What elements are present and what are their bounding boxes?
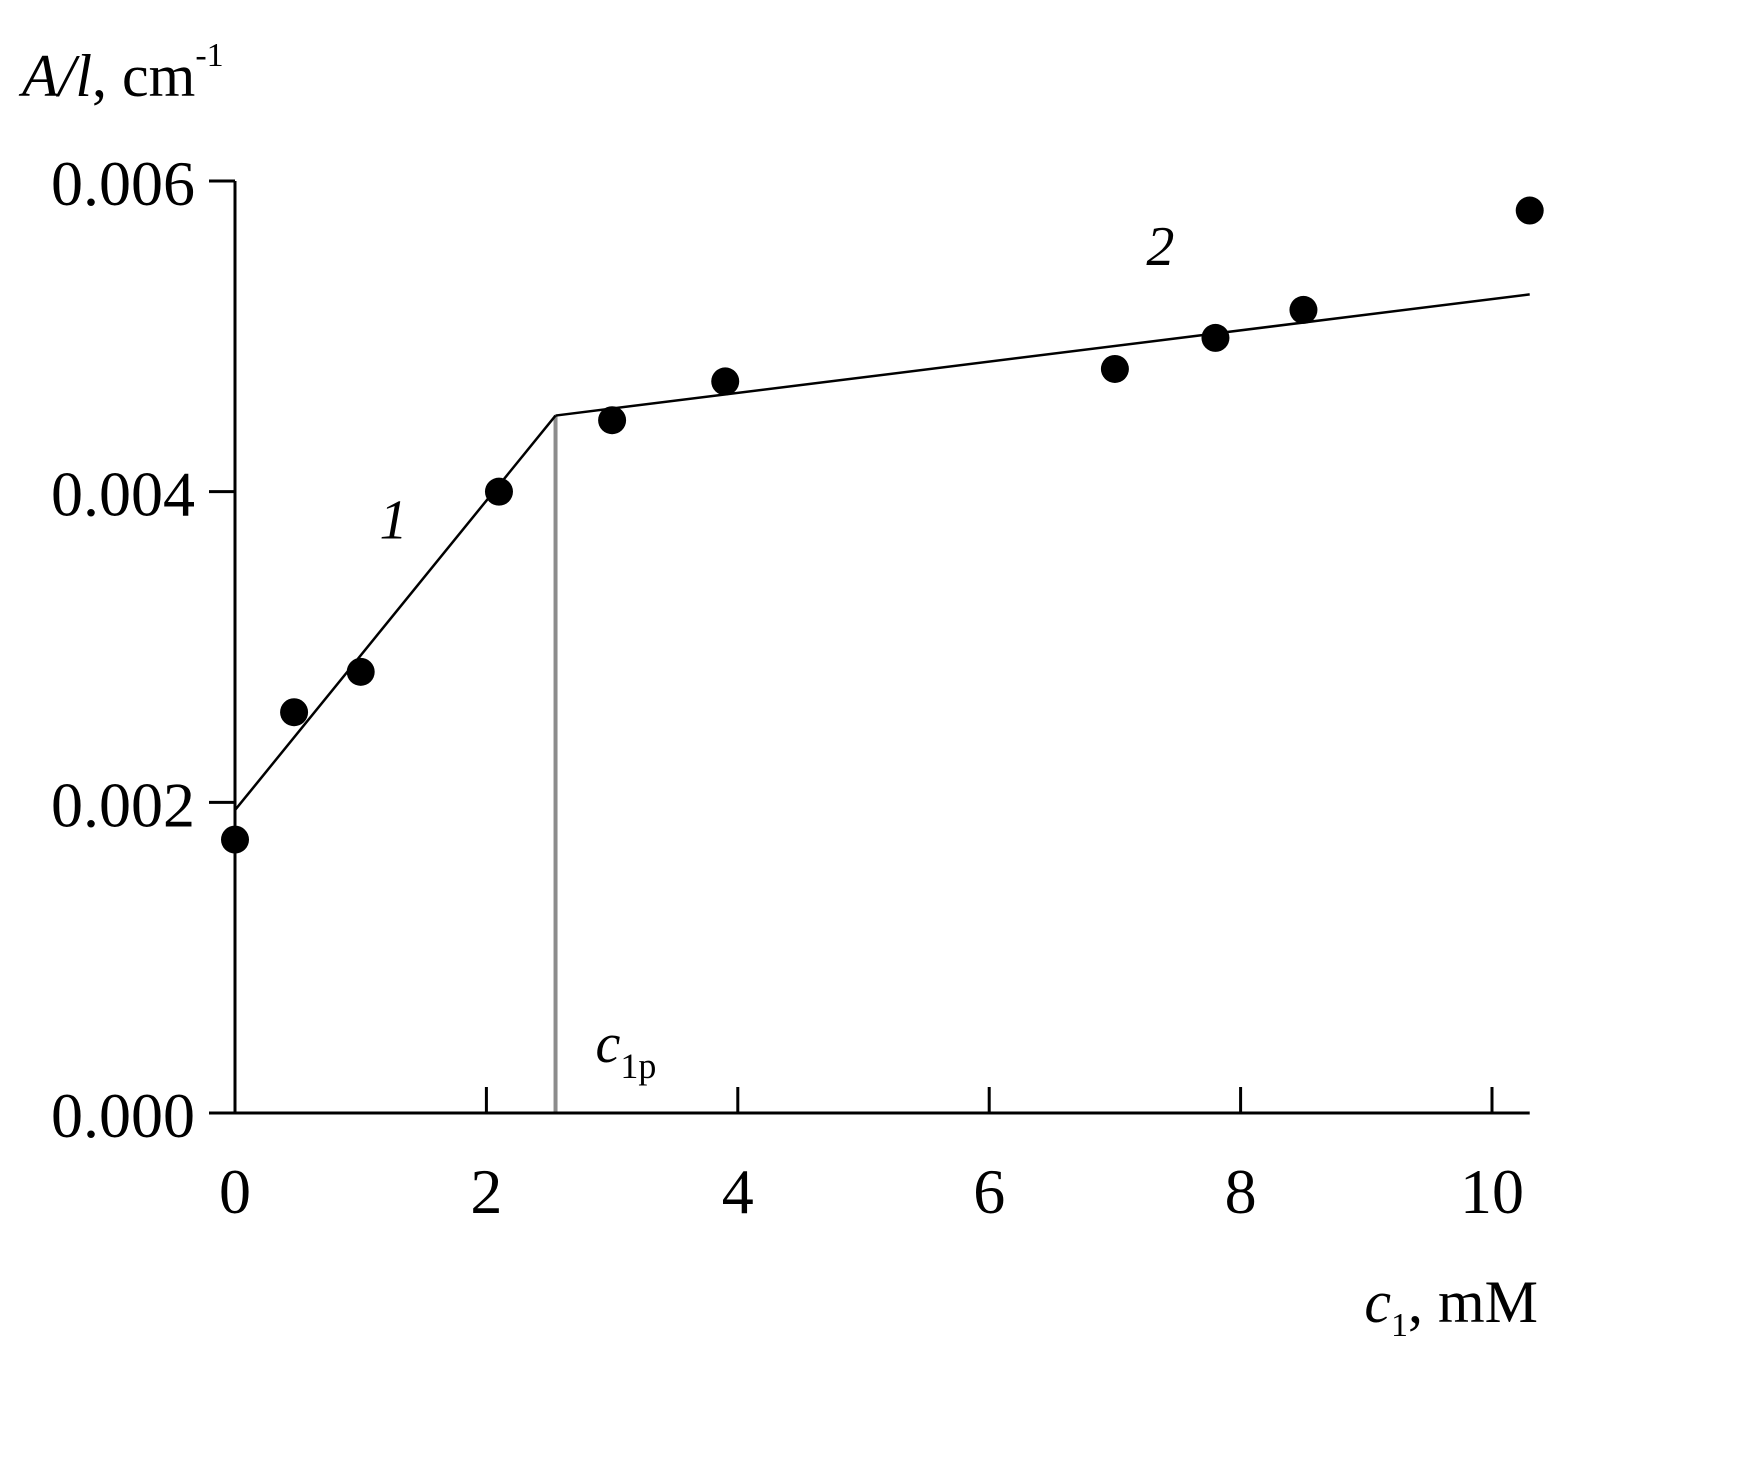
data-point bbox=[598, 406, 627, 435]
fit-line-label-1: 1 bbox=[380, 489, 408, 551]
x-ticks: 0 2 4 6 8 10 bbox=[219, 1087, 1524, 1227]
y-tick-label: 0.006 bbox=[51, 148, 195, 219]
vertical-marker-subscript: 1p bbox=[620, 1046, 656, 1086]
data-point bbox=[1289, 295, 1318, 324]
vertical-marker-symbol: c bbox=[596, 1013, 621, 1075]
fit-lines bbox=[234, 293, 1530, 811]
data-points bbox=[221, 196, 1544, 854]
x-tick-label: 2 bbox=[470, 1156, 502, 1227]
data-point bbox=[1515, 196, 1544, 225]
data-point bbox=[221, 825, 249, 854]
x-axis-title: c1, mM bbox=[1364, 1269, 1538, 1344]
x-tick-label: 8 bbox=[1225, 1156, 1257, 1227]
data-point bbox=[711, 367, 740, 396]
x-tick-label: 10 bbox=[1460, 1156, 1524, 1227]
y-axis-symbol: A/l bbox=[18, 43, 92, 109]
y-tick-label: 0.004 bbox=[51, 459, 195, 530]
y-ticks: 0.000 0.002 0.004 0.006 bbox=[51, 148, 235, 1151]
data-point bbox=[346, 657, 375, 686]
y-tick-label: 0.000 bbox=[51, 1080, 195, 1151]
y-tick-label: 0.002 bbox=[51, 769, 195, 840]
data-point bbox=[1100, 354, 1129, 383]
data-point bbox=[1201, 323, 1230, 352]
fit-line-2 bbox=[555, 293, 1530, 417]
y-axis-unit: , cm bbox=[92, 43, 195, 109]
y-axis-unit-exponent: -1 bbox=[195, 37, 223, 74]
x-axis-subscript: 1 bbox=[1391, 1307, 1408, 1344]
y-axis-title: A/l, cm-1 bbox=[18, 37, 224, 109]
data-point bbox=[484, 477, 513, 506]
data-point bbox=[280, 698, 309, 727]
x-tick-label: 4 bbox=[722, 1156, 754, 1227]
x-tick-label: 0 bbox=[219, 1156, 251, 1227]
x-axis-unit: , mM bbox=[1408, 1269, 1538, 1335]
x-axis-symbol: c bbox=[1364, 1269, 1391, 1335]
fit-line-1 bbox=[234, 414, 557, 811]
axes bbox=[233, 181, 1530, 1115]
vertical-marker-label: c1p bbox=[596, 1013, 657, 1086]
fit-line-label-2: 2 bbox=[1146, 216, 1174, 278]
x-tick-label: 6 bbox=[973, 1156, 1005, 1227]
